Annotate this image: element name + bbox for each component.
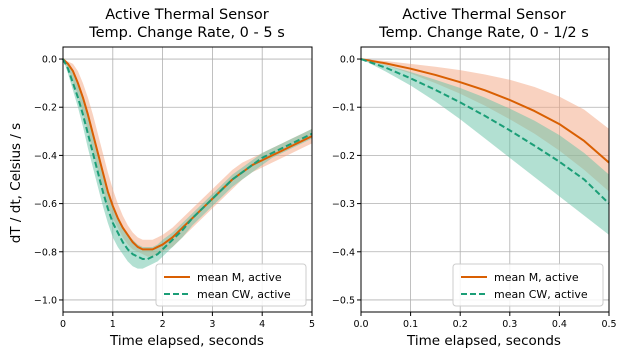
- x-tick-label-4: 4: [259, 319, 265, 330]
- right-title-line1: Active Thermal Sensor: [402, 7, 566, 23]
- legend-label-cw: mean CW, active: [494, 288, 588, 301]
- legend: mean M, active mean CW, active: [452, 263, 604, 307]
- x-tick-label-3: 0.3: [502, 319, 517, 330]
- left-plot-area: 0 1 2 3 4 5 0.0 −0.2 −0.4 −0.6 −0.8 −1.0 mean M, act…: [34, 46, 315, 330]
- y-tick-label-4: −0.8: [34, 247, 57, 258]
- series-line-cw: [360, 58, 610, 205]
- band-cw: [63, 59, 312, 269]
- left-title-line2: Temp. Change Rate, 0 - 5 s: [88, 25, 285, 41]
- band-m: [361, 59, 609, 192]
- band-cw: [361, 59, 609, 235]
- legend: mean M, active mean CW, active: [155, 263, 307, 307]
- right-title-line2: Temp. Change Rate, 0 - 1/2 s: [378, 25, 589, 41]
- y-tick-label-3: −0.3: [332, 199, 355, 210]
- legend-box: [452, 263, 604, 307]
- right-xlabel: Time elapsed, seconds: [406, 333, 561, 349]
- y-tick-label-0: 0.0: [42, 55, 57, 66]
- x-tick-label-2: 0.2: [453, 319, 468, 330]
- x-tick-label-0: 0.0: [353, 319, 368, 330]
- x-tick-label-0: 0: [60, 319, 66, 330]
- series-line-m: [62, 58, 313, 251]
- y-tick-label-5: −1.0: [34, 295, 57, 306]
- y-tick-label-2: −0.2: [332, 151, 355, 162]
- axes-frame: [62, 46, 313, 313]
- x-tick-label-1: 0.1: [403, 319, 418, 330]
- x-tick-label-2: 2: [160, 319, 166, 330]
- x-tick-label-5: 0.5: [601, 319, 616, 330]
- legend-label-m: mean M, active: [197, 271, 282, 284]
- x-tick-label-4: 0.4: [552, 319, 567, 330]
- y-tick-label-1: −0.1: [332, 103, 355, 114]
- left-title-line1: Active Thermal Sensor: [105, 7, 269, 23]
- left-xlabel: Time elapsed, seconds: [109, 333, 264, 349]
- x-tick-label-5: 5: [309, 319, 315, 330]
- x-tick-label-1: 1: [110, 319, 116, 330]
- right-plot-area: 0.0 0.1 0.2 0.3 0.4 0.5 0.0 −0.1 −0.2 −0.3 −0.4 −0.…: [332, 46, 617, 330]
- legend-box: [155, 263, 307, 307]
- y-tick-label-3: −0.6: [34, 199, 57, 210]
- legend-label-cw: mean CW, active: [197, 288, 291, 301]
- series-line-cw: [62, 58, 313, 260]
- legend-label-m: mean M, active: [494, 271, 579, 284]
- y-tick-label-4: −0.4: [332, 247, 355, 258]
- axes-frame: [360, 46, 610, 313]
- x-tick-label-3: 3: [209, 319, 215, 330]
- left-ylabel: dT / dt, Celsius / s: [8, 123, 24, 243]
- y-tick-label-0: 0.0: [340, 55, 355, 66]
- y-tick-label-2: −0.4: [34, 151, 57, 162]
- series-line-m: [360, 58, 610, 164]
- y-tick-label-5: −0.5: [332, 295, 355, 306]
- y-tick-label-1: −0.2: [34, 103, 57, 114]
